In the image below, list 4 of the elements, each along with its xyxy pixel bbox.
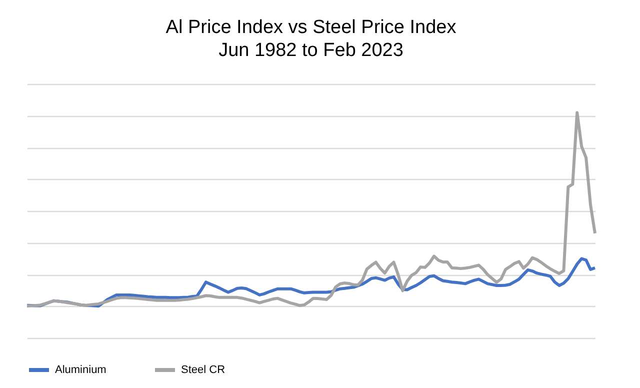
chart-title: Al Price Index vs Steel Price Index	[166, 17, 457, 38]
chart-subtitle: Jun 1982 to Feb 2023	[218, 40, 404, 61]
legend-label: Aluminium	[55, 364, 106, 376]
legend-label: Steel CR	[181, 364, 226, 376]
